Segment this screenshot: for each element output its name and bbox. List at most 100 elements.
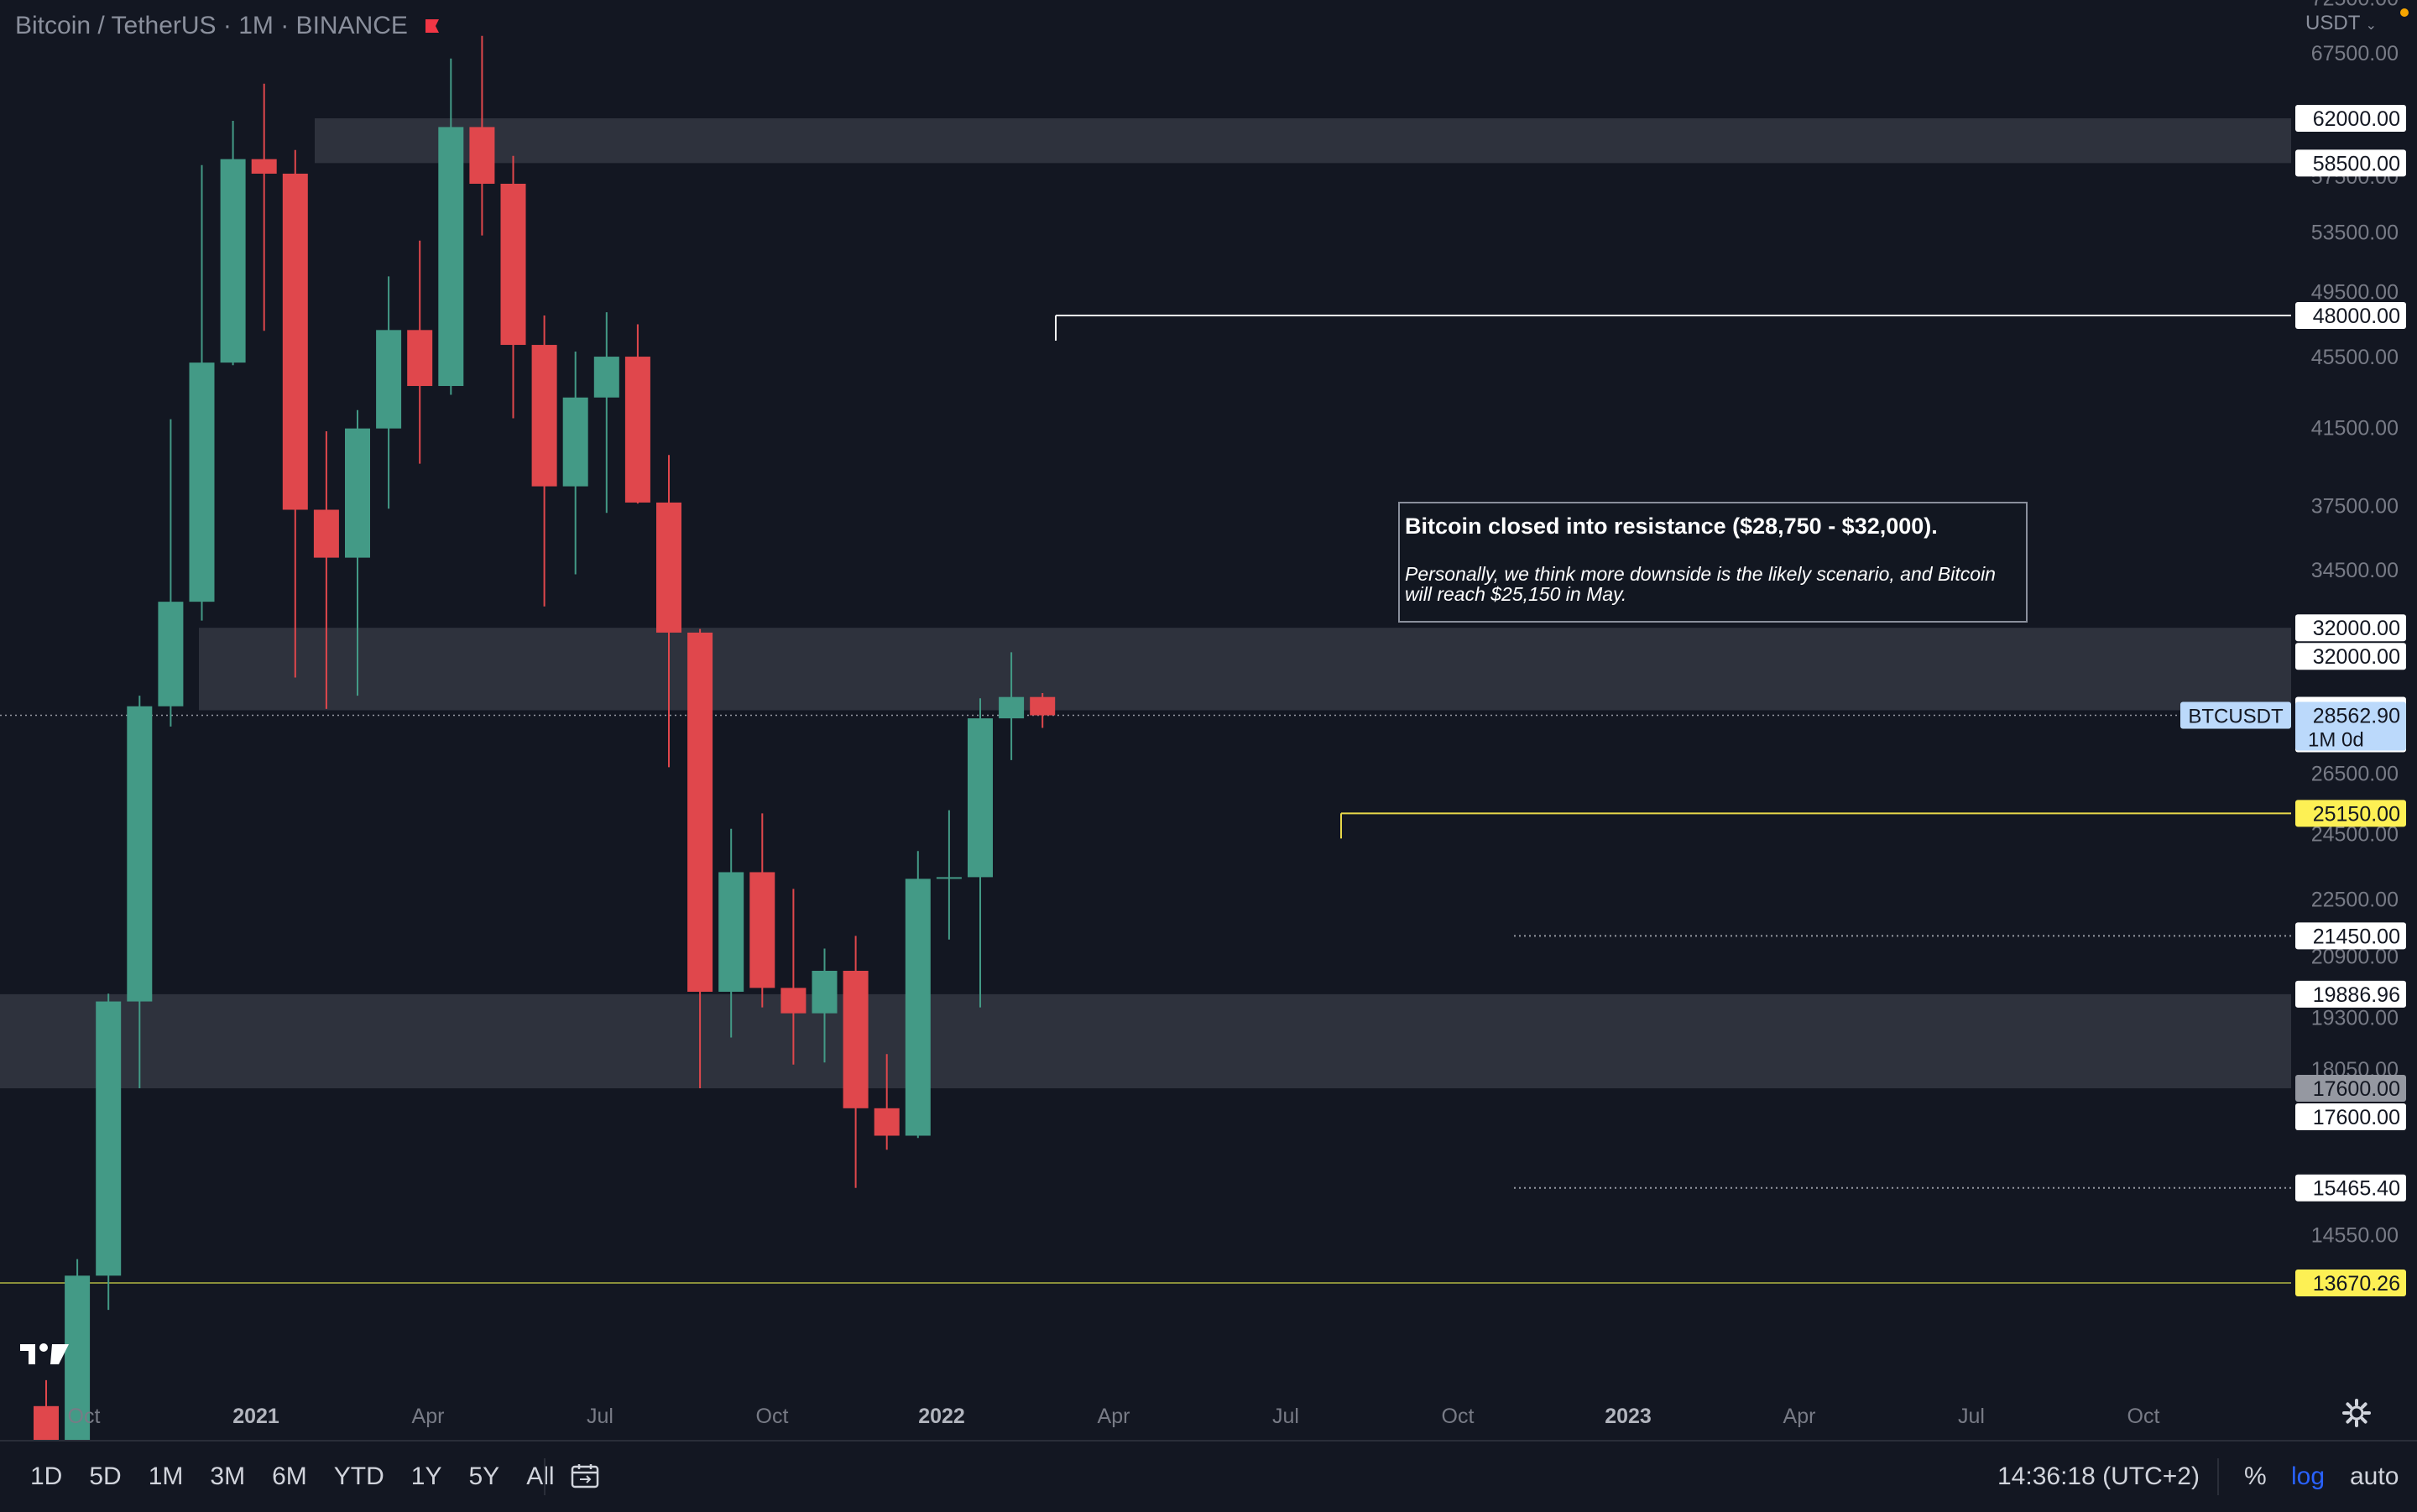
y-tick-label: 37500.00 bbox=[2311, 495, 2399, 519]
countdown-label: 1M 0d bbox=[2308, 729, 2364, 752]
annotation-title: Bitcoin closed into resistance ($28,750 … bbox=[1405, 514, 1938, 539]
price-label: 48000.00 bbox=[2313, 305, 2400, 328]
candle-body bbox=[438, 127, 464, 387]
price-label: 15465.40 bbox=[2313, 1177, 2400, 1201]
candle-body bbox=[407, 330, 433, 387]
candle-body bbox=[96, 1001, 122, 1276]
gear-icon[interactable] bbox=[2341, 1398, 2372, 1428]
price-label: 17600.00 bbox=[2313, 1106, 2400, 1129]
candle-body bbox=[624, 357, 650, 503]
timeframe-ytd[interactable]: YTD bbox=[333, 1462, 384, 1490]
candle-body bbox=[874, 1108, 900, 1136]
price-chart[interactable]: 72500.0067500.0057500.0053500.0049500.00… bbox=[0, 0, 2417, 1440]
timeframe-group: 1D 5D 1M 3M 6M YTD 1Y 5Y All bbox=[17, 1458, 568, 1495]
symbol-tag-box bbox=[2180, 701, 2291, 729]
last-price-box bbox=[2295, 701, 2406, 751]
candle-body bbox=[345, 428, 370, 558]
candle-body bbox=[562, 397, 588, 487]
y-tick-label: 19300.00 bbox=[2311, 1006, 2399, 1030]
price-label-box bbox=[2295, 1174, 2406, 1202]
zone-rect bbox=[315, 118, 2291, 164]
y-tick-label: 22500.00 bbox=[2311, 889, 2399, 912]
zone-rect bbox=[199, 628, 2291, 711]
price-label: 19886.96 bbox=[2313, 983, 2400, 1007]
candle-body bbox=[220, 159, 246, 363]
timeframe-all[interactable]: All bbox=[526, 1462, 555, 1490]
candle-body bbox=[189, 362, 215, 602]
x-tick-label: Jul bbox=[587, 1405, 613, 1428]
timeframe-5d[interactable]: 5D bbox=[89, 1462, 122, 1490]
timeframe-1y[interactable]: 1Y bbox=[410, 1462, 442, 1490]
price-label: 58500.00 bbox=[2313, 152, 2400, 175]
auto-scale-toggle[interactable]: auto bbox=[2350, 1462, 2399, 1490]
symbol-title[interactable]: Bitcoin / TetherUS · 1M · BINANCE bbox=[15, 12, 408, 39]
timeframe-6m[interactable]: 6M bbox=[272, 1462, 307, 1490]
currency-selector[interactable]: USDT ⌄ bbox=[2305, 12, 2377, 35]
annotation-body: Personally, we think more downside is th… bbox=[1405, 563, 1996, 605]
x-tick-label: Oct bbox=[756, 1405, 789, 1428]
x-tick-label: Jul bbox=[1958, 1405, 1985, 1428]
price-label-box bbox=[2295, 1103, 2406, 1131]
x-tick-label: 2022 bbox=[918, 1405, 965, 1428]
candle-body bbox=[531, 345, 557, 487]
x-tick-label: 2021 bbox=[232, 1405, 279, 1428]
zone-rect bbox=[0, 993, 2291, 1089]
tradingview-logo-icon bbox=[20, 1343, 69, 1364]
candle-body bbox=[376, 330, 402, 429]
candle-body bbox=[65, 1275, 91, 1440]
y-tick-label: 67500.00 bbox=[2311, 42, 2399, 65]
x-tick-label: 2023 bbox=[1605, 1405, 1652, 1428]
x-tick-label: Apr bbox=[412, 1405, 445, 1428]
candle-body bbox=[1030, 696, 1056, 716]
x-tick-label: Apr bbox=[1098, 1405, 1130, 1428]
flag-icon[interactable] bbox=[423, 17, 441, 35]
candle-body bbox=[34, 1405, 59, 1440]
currency-label: USDT bbox=[2305, 12, 2360, 34]
chart-annotation[interactable]: Bitcoin closed into resistance ($28,750 … bbox=[1398, 502, 2028, 623]
toolbar-divider bbox=[2217, 1458, 2219, 1495]
price-label: 17600.00 bbox=[2313, 1077, 2400, 1101]
candle-body bbox=[999, 696, 1025, 719]
candle-body bbox=[843, 971, 869, 1108]
x-tick-label: Oct bbox=[1442, 1405, 1475, 1428]
candle-body bbox=[687, 632, 713, 992]
chart-header[interactable]: Bitcoin / TetherUS · 1M · BINANCE bbox=[15, 12, 441, 40]
price-label-box bbox=[2295, 1075, 2406, 1103]
price-label-box bbox=[2295, 614, 2406, 642]
candle-body bbox=[968, 718, 993, 878]
price-label: 21450.00 bbox=[2313, 925, 2400, 948]
y-tick-label: 26500.00 bbox=[2311, 762, 2399, 785]
candle-body bbox=[656, 502, 681, 633]
price-label-box bbox=[2295, 149, 2406, 177]
y-tick-label: 34500.00 bbox=[2311, 559, 2399, 582]
price-label-box bbox=[2295, 1270, 2406, 1296]
price-label: 62000.00 bbox=[2313, 107, 2400, 131]
clock-display[interactable]: 14:36:18 (UTC+2) bbox=[1997, 1462, 2200, 1490]
last-price-label: 28562.90 bbox=[2313, 705, 2400, 728]
candle-body bbox=[251, 159, 277, 174]
timeframe-1d[interactable]: 1D bbox=[30, 1462, 63, 1490]
price-label: 32000.00 bbox=[2313, 617, 2400, 640]
candle-body bbox=[780, 988, 807, 1014]
y-tick-label: 53500.00 bbox=[2311, 221, 2399, 244]
price-label-box bbox=[2295, 643, 2406, 670]
log-scale-toggle[interactable]: log bbox=[2291, 1462, 2326, 1490]
y-tick-label: 72500.00 bbox=[2311, 0, 2399, 10]
timeframe-1m[interactable]: 1M bbox=[148, 1462, 184, 1490]
price-label: 32000.00 bbox=[2313, 645, 2400, 669]
candle-body bbox=[158, 602, 184, 706]
date-range-icon[interactable] bbox=[571, 1463, 599, 1489]
toolbar-divider bbox=[544, 1458, 546, 1495]
y-tick-label: 14550.00 bbox=[2311, 1224, 2399, 1248]
price-label: 25150.00 bbox=[2313, 802, 2400, 826]
symbol-tag: BTCUSDT bbox=[2188, 706, 2284, 728]
status-dot bbox=[2400, 8, 2409, 17]
candle-body bbox=[749, 872, 775, 988]
candle-body bbox=[812, 971, 838, 1014]
timeframe-5y[interactable]: 5Y bbox=[468, 1462, 500, 1490]
bottom-toolbar: 1D 5D 1M 3M 6M YTD 1Y 5Y All 14:36:18 (U… bbox=[0, 1440, 2417, 1512]
price-label-box bbox=[2295, 800, 2406, 827]
timeframe-3m[interactable]: 3M bbox=[210, 1462, 246, 1490]
candle-body bbox=[313, 509, 339, 558]
percent-scale-toggle[interactable]: % bbox=[2244, 1462, 2267, 1490]
